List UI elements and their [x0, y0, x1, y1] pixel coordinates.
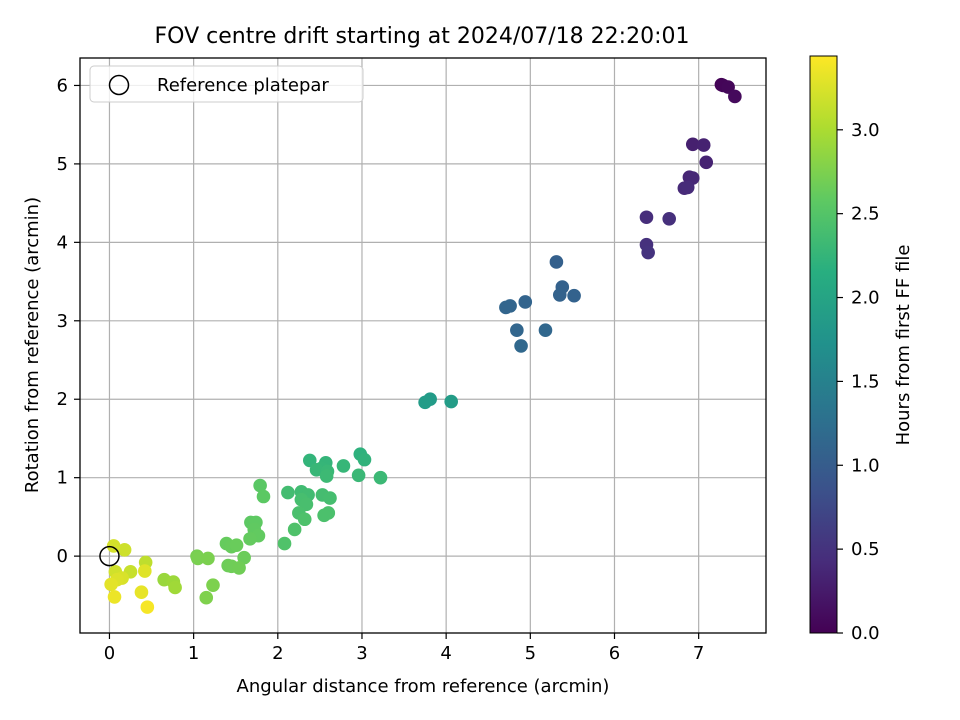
data-point: [287, 522, 302, 537]
colorbar-tick-label: 3.0: [851, 120, 880, 141]
data-point: [317, 508, 331, 523]
plot-frame: [79, 57, 767, 634]
data-point: [641, 245, 655, 260]
data-point: [323, 491, 337, 505]
data-point: [253, 478, 267, 493]
colorbar-ticks: 0.0 0.5 1.0 1.5 2.0 2.5 3.0: [837, 120, 880, 644]
data-point: [696, 138, 711, 152]
colorbar-tick-label: 2.5: [851, 204, 880, 225]
data-point: [140, 600, 155, 614]
data-point: [281, 485, 295, 500]
colorbar: 0.0 0.5 1.0 1.5 2.0 2.5 3.0 Hours from first F…: [809, 55, 914, 644]
data-point: [680, 180, 695, 195]
x-tick-label: 2: [272, 643, 283, 664]
data-point: [514, 339, 528, 353]
data-point: [499, 300, 513, 315]
legend-label-reference: Reference platepar: [157, 75, 329, 96]
data-point: [297, 512, 312, 527]
y-axis-label: Rotation from reference (arcmin): [22, 197, 43, 493]
x-tick-label: 7: [693, 643, 704, 664]
data-points: [99, 77, 742, 614]
colorbar-tick-label: 0.0: [851, 623, 880, 644]
colorbar-tick-label: 1.0: [851, 455, 880, 476]
x-tick-label: 5: [525, 643, 536, 664]
data-point: [567, 288, 581, 303]
reference-platepar-marker: [99, 545, 120, 567]
x-axis-label: Angular distance from reference (arcmin): [237, 676, 610, 697]
y-axis: 0 1 2 3 4 5 6: [57, 75, 80, 567]
data-point: [191, 551, 205, 566]
data-point: [229, 538, 244, 552]
colorbar-tick-label: 0.5: [851, 539, 880, 560]
colorbar-gradient: [809, 55, 838, 634]
grid: [80, 58, 766, 633]
y-tick-label: 5: [57, 154, 68, 175]
colorbar-label: Hours from first FF file: [893, 245, 914, 446]
data-point: [138, 564, 152, 578]
x-tick-label: 6: [609, 643, 620, 664]
data-point: [302, 453, 317, 468]
x-tick-label: 4: [440, 643, 451, 664]
x-tick-label: 3: [356, 643, 367, 664]
y-tick-label: 0: [57, 546, 68, 567]
data-point: [232, 561, 246, 575]
x-axis: 0 1 2 3 4 5 6 7: [104, 633, 704, 664]
data-point: [444, 394, 458, 409]
data-point: [206, 578, 220, 592]
colorbar-tick-label: 1.5: [851, 371, 880, 392]
data-point: [357, 452, 372, 467]
y-tick-label: 1: [57, 468, 68, 489]
data-point: [373, 470, 388, 485]
data-point: [510, 323, 524, 338]
data-point: [549, 255, 564, 269]
legend-box: [89, 65, 364, 103]
data-point: [662, 212, 677, 226]
y-tick-label: 2: [57, 389, 68, 410]
data-point: [721, 80, 735, 94]
data-point: [104, 577, 118, 592]
data-point: [336, 459, 351, 473]
data-point: [685, 137, 700, 152]
data-point: [351, 468, 366, 483]
y-tick-label: 4: [57, 232, 68, 253]
y-tick-label: 3: [57, 311, 68, 332]
data-point: [309, 463, 324, 477]
data-point: [199, 590, 214, 605]
data-point: [538, 323, 553, 338]
data-point: [134, 585, 149, 600]
x-tick-label: 0: [104, 643, 115, 664]
colorbar-tick-label: 2.0: [851, 288, 880, 309]
y-tick-label: 6: [57, 75, 68, 96]
data-point: [256, 489, 271, 504]
data-point: [518, 295, 533, 309]
data-point: [117, 543, 132, 557]
data-point: [243, 532, 257, 546]
data-point: [418, 395, 432, 410]
data-point: [237, 550, 251, 565]
legend-marker-reference: [108, 74, 130, 96]
data-point: [277, 536, 292, 551]
data-point: [201, 551, 215, 566]
data-point: [107, 590, 122, 604]
data-point: [552, 288, 567, 302]
legend: Reference platepar: [89, 65, 364, 103]
chart-title: FOV centre drift starting at 2024/07/18 …: [155, 24, 690, 49]
x-tick-label: 1: [188, 643, 199, 664]
data-point: [699, 155, 714, 170]
data-point: [168, 580, 182, 595]
data-point: [728, 89, 742, 104]
data-point: [319, 469, 334, 483]
data-point: [639, 210, 654, 225]
